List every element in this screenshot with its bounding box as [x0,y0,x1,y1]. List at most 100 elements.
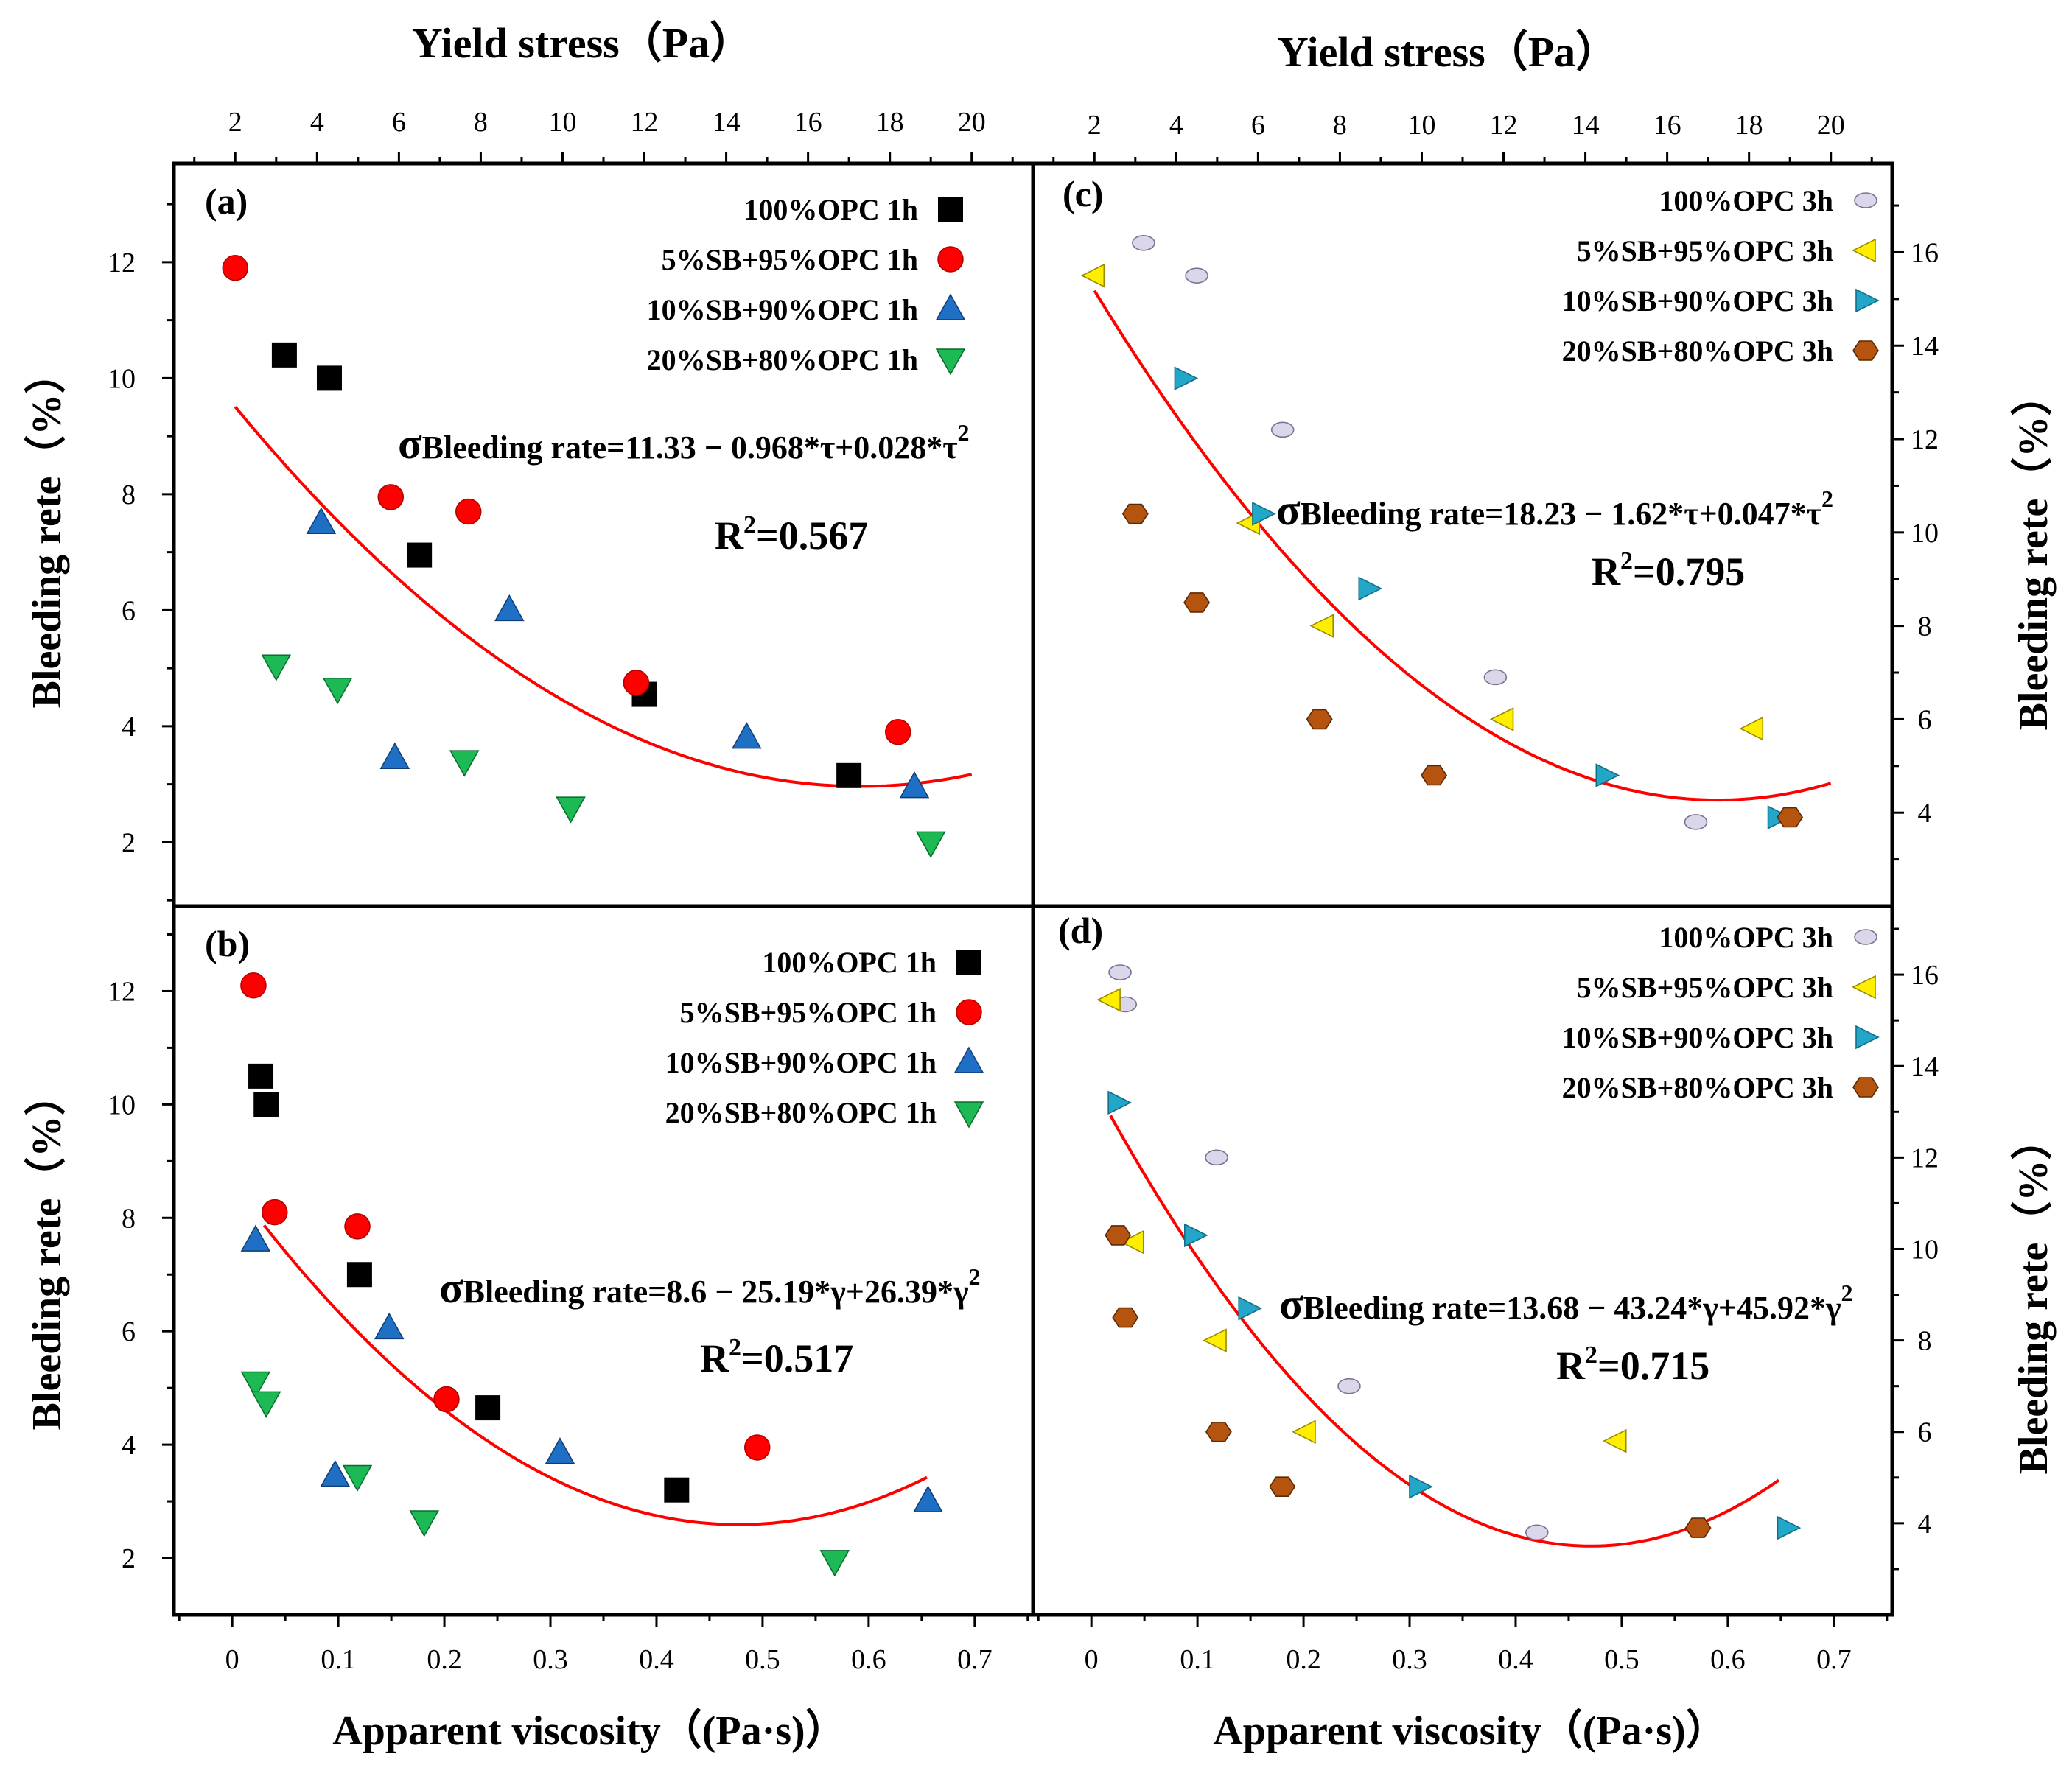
y-tick-label: 8 [1918,1326,1932,1357]
x-tick-label: 12 [631,107,659,138]
data-point-triangle-down [915,831,946,858]
data-point-hexagon [1684,1517,1712,1538]
legend-marker-triangle-up [953,1046,984,1073]
x-tick-label: 14 [1572,110,1600,141]
legend-marker-square [956,950,981,975]
x-tick-label: 0.2 [1286,1644,1321,1675]
legend-marker-triangle-up [935,293,966,320]
data-point-triangle-down [261,654,292,681]
y-tick-label: 10 [1911,518,1939,549]
data-point-square [407,542,433,568]
y-tick-label: 4 [122,712,136,743]
data-point-hexagon [1205,1422,1232,1442]
data-point-triangle-left [1309,614,1334,638]
data-point-triangle-right [1358,576,1383,601]
data-point-triangle-up [545,1437,575,1464]
y-tick-label: 12 [108,976,136,1007]
x-tick-label: 0 [225,1644,239,1675]
data-point-triangle-left [1489,707,1514,731]
data-point-circle [885,719,911,745]
r-squared-label: R2=0.567 [715,511,868,558]
legend-marker-triangle-down [953,1101,984,1129]
data-point-square [316,365,342,391]
x-tick-label: 8 [1333,110,1347,141]
y-tick-label: 10 [108,1089,136,1120]
legend-label: 100%OPC 1h [743,193,918,226]
x-tick-label: 16 [794,107,822,138]
x-tick-label: 0.4 [1498,1644,1533,1675]
y-tick-label: 8 [1918,611,1932,642]
fit-curve [1109,1115,1780,1548]
x-tick-label: 6 [392,107,406,138]
data-point-triangle-left [1203,1328,1227,1352]
legend-label: 5%SB+95%OPC 3h [1577,234,1833,267]
y-tick-label: 12 [1911,424,1939,455]
y-tick-label: 6 [122,595,136,626]
x-tick-label: 0.5 [745,1644,780,1675]
data-point-circle [240,972,267,999]
y-tick-label: 6 [1918,1417,1932,1448]
x-tick-label: 14 [713,107,741,138]
x-tick-label: 0.4 [639,1644,674,1675]
data-point-square [271,342,297,368]
legend-marker-circle [937,246,964,273]
data-point-triangle-down [409,1510,440,1537]
data-point-triangle-up [320,1459,351,1487]
data-point-ellipse [1337,1378,1361,1394]
x-tick-label: 0.3 [533,1644,568,1675]
data-point-triangle-right [1777,1515,1802,1540]
x-tick-label: 0.6 [1710,1644,1746,1675]
data-point-triangle-up [379,742,410,769]
x-tick-label: 10 [1407,110,1435,141]
data-point-triangle-up [913,1485,943,1512]
data-point-triangle-up [374,1312,405,1340]
legend-label: 5%SB+95%OPC 1h [680,996,937,1029]
x-tick-label: 12 [1490,110,1518,141]
fit-equation: σBleeding rate=13.68 − 43.24*γ+45.92*γ2 [1279,1280,1853,1328]
data-point-square [346,1262,372,1288]
data-point-ellipse [1205,1149,1228,1166]
data-point-hexagon [1777,807,1804,828]
legend-label: 5%SB+95%OPC 3h [1577,971,1833,1004]
x-tick-label: 18 [1735,110,1763,141]
panel-a: 2 4 6 8 10 12 14 16 18 20 2 4 6 8 10 12 100%OPC 1h 5%SB+9… [108,107,1014,902]
data-point-hexagon [1112,1307,1139,1328]
legend-marker-triangle-right [1855,288,1880,313]
legend-label: 20%SB+80%OPC 1h [665,1096,937,1129]
data-point-triangle-up [732,722,762,749]
data-point-triangle-down [556,796,586,824]
x-tick-label: 8 [474,107,488,138]
x-tick-label: 2 [1088,110,1102,141]
data-point-ellipse [1132,234,1155,251]
data-point-hexagon [1121,503,1149,524]
legend-label: 20%SB+80%OPC 3h [1562,1071,1833,1104]
legend-label: 100%OPC 1h [762,946,937,979]
panel-b: 0 0.1 0.2 0.3 0.4 0.5 0.6 0.7 2 4 6 8 10 12 100%OPC 1h… [108,923,1029,1675]
r-squared-label: R2=0.715 [1556,1341,1709,1388]
x-tick-label: 0.7 [1816,1644,1852,1675]
data-point-triangle-right [1184,1223,1208,1248]
data-point-hexagon [1421,765,1448,786]
y-tick-label: 12 [1911,1143,1939,1173]
y-tick-label: 10 [108,363,136,394]
y-tick-label: 14 [1911,1051,1939,1082]
data-point-triangle-right [1595,763,1620,787]
x-tick-label: 0.7 [957,1644,993,1675]
y-tick-label: 4 [1918,1509,1932,1540]
r-squared-label: R2=0.517 [700,1334,853,1380]
data-point-triangle-left [1080,263,1105,288]
x-tick-label: 18 [876,107,904,138]
fit-equation: σBleeding rate=11.33 − 0.968*τ+0.028*τ2 [398,419,970,468]
data-point-triangle-down [449,750,480,777]
legend-label: 100%OPC 3h [1659,184,1833,217]
y-tick-label: 14 [1911,331,1939,362]
r-squared-label: R2=0.795 [1592,547,1745,594]
right-axis-title-top: Bleeding rete（%） [2010,375,2057,731]
fit-equation: σBleeding rate=18.23 − 1.62*τ+0.047*τ2 [1276,485,1833,534]
data-point-triangle-up [306,507,337,534]
x-tick-label: 0 [1085,1644,1099,1675]
data-point-hexagon [1306,709,1333,730]
y-tick-label: 4 [122,1430,136,1461]
